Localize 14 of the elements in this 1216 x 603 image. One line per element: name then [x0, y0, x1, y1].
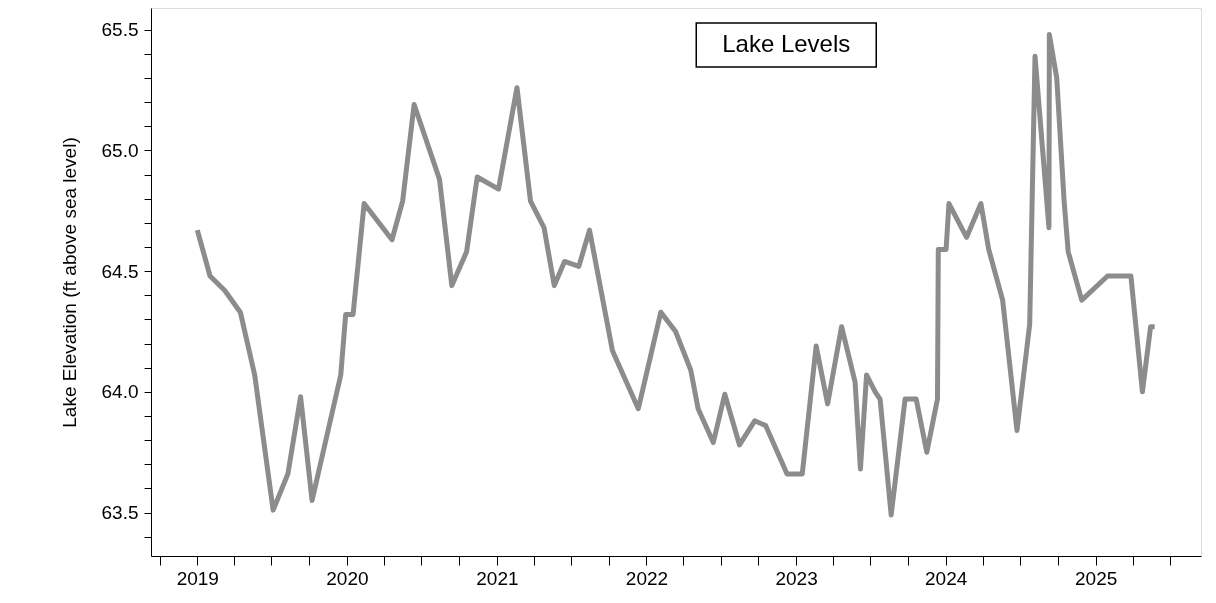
x-tick-label: 2023 — [775, 567, 818, 589]
x-tick-label: 2024 — [925, 567, 968, 589]
x-tick-label: 2021 — [476, 567, 519, 589]
y-tick-label: 63.5 — [101, 502, 139, 524]
x-tick-label: 2025 — [1075, 567, 1118, 589]
x-tick-label: 2022 — [625, 567, 669, 589]
x-tick-label: 2019 — [176, 567, 219, 589]
y-tick-label: 64.5 — [101, 260, 139, 282]
x-tick-label: 2020 — [326, 567, 369, 589]
y-tick-label: 65.5 — [101, 19, 139, 41]
text: Lake Levels — [722, 30, 851, 57]
y-tick-label: 65.0 — [101, 139, 139, 161]
y-axis-title: Lake Elevation (ft above sea level) — [58, 137, 80, 428]
y-tick-label: 64.0 — [101, 381, 139, 403]
